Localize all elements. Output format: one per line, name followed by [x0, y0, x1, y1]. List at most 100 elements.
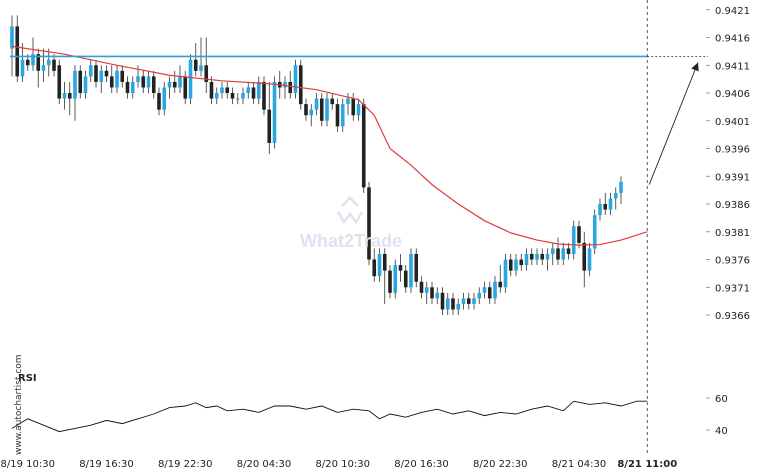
candle-body-bull: [613, 192, 618, 199]
candle-body-bull: [83, 76, 88, 94]
candle-body-bull: [99, 70, 104, 82]
candle-body-bull: [293, 65, 298, 94]
candle: [498, 265, 503, 293]
candle-body-bull: [435, 292, 440, 299]
candle: [440, 287, 445, 316]
candle-body-bull: [550, 248, 555, 254]
candle: [335, 98, 340, 132]
candle-body-bear: [582, 242, 587, 271]
candle: [272, 76, 277, 149]
candle: [482, 281, 487, 299]
candle-body-bear: [508, 259, 513, 271]
candle: [340, 98, 345, 132]
candle: [419, 276, 424, 299]
price-pane: What2Trade: [10, 15, 708, 316]
candle: [514, 253, 518, 277]
candle-body-bear: [67, 93, 72, 99]
candle-body-bear: [288, 81, 293, 94]
candle: [115, 65, 119, 94]
autochartist-credit: www.autochartist.com: [14, 354, 24, 455]
candle: [388, 265, 392, 299]
candle: [571, 220, 576, 260]
candle: [325, 93, 329, 127]
price-tick-label: 0.9401: [715, 117, 750, 128]
candle: [550, 242, 555, 266]
candle-body-bear: [141, 76, 146, 88]
candle-body-bear: [151, 76, 156, 94]
time-tick-label: 8/21 04:30: [552, 459, 606, 470]
candle-body-bear: [109, 76, 114, 88]
candle-body-bear: [351, 98, 356, 116]
candle: [41, 48, 46, 82]
candle-body-bull: [115, 70, 119, 88]
candle-body-bull: [377, 253, 382, 277]
candle-body-bear: [125, 81, 130, 94]
candle-body-bull: [493, 281, 497, 299]
candle-body-bull: [246, 87, 251, 94]
candle: [130, 76, 135, 99]
candle: [424, 281, 429, 304]
rsi-axis: 60 40: [706, 394, 728, 437]
candle: [461, 292, 466, 310]
candle-body-bear: [36, 54, 41, 71]
time-axis: 8/19 10:30 8/19 16:30 8/19 22:30 8/20 04:30…: [1, 459, 678, 470]
price-tick-label: 0.9416: [715, 34, 750, 45]
candle-body-bear: [193, 59, 198, 71]
candle: [566, 242, 571, 260]
candle: [209, 76, 214, 105]
candle-body-bear: [78, 70, 83, 94]
candle: [351, 93, 356, 121]
candle: [330, 93, 335, 110]
time-tick-label: 8/19 16:30: [79, 459, 133, 470]
candle: [377, 248, 382, 282]
candle-body-bull: [325, 98, 329, 121]
candle-body-bear: [304, 104, 308, 116]
candle: [67, 81, 72, 116]
candle: [78, 65, 83, 99]
candle: [503, 253, 508, 293]
candle: [519, 253, 524, 271]
candle-body-bear: [556, 248, 560, 260]
candle: [445, 292, 450, 316]
candle-body-bear: [388, 270, 392, 293]
candle-body-bull: [561, 248, 566, 260]
rsi-title: RSI: [18, 373, 37, 384]
candle-body-bull: [598, 204, 602, 216]
candle-body-bear: [398, 265, 403, 271]
candle-body-bear: [267, 109, 272, 143]
candle: [52, 54, 56, 77]
candle-body-bull: [545, 253, 550, 260]
candle-body-bear: [172, 81, 177, 88]
candle-body-bull: [346, 98, 350, 105]
candle: [493, 276, 497, 304]
candle-body-bull: [241, 93, 245, 99]
price-tick-label: 0.9376: [715, 256, 750, 267]
candle: [31, 37, 35, 71]
candle-body-bull: [482, 287, 487, 293]
candle-body-bull: [571, 226, 576, 254]
candle: [262, 76, 266, 116]
candle-body-bull: [514, 259, 518, 271]
candle-body-bear: [225, 87, 230, 94]
candle: [477, 287, 482, 304]
candle: [146, 70, 151, 94]
candle: [456, 298, 461, 316]
candle: [220, 81, 224, 99]
candle-body-bear: [52, 59, 56, 71]
candle: [540, 248, 545, 266]
price-tick-label: 0.9396: [715, 145, 750, 156]
candle: [57, 59, 62, 105]
candle-body-bull: [88, 65, 93, 77]
rsi-line: [11, 400, 648, 433]
candle: [109, 65, 114, 94]
candle: [393, 259, 398, 299]
candle: [309, 104, 314, 127]
candle-body-bull: [62, 93, 67, 99]
candle: [382, 248, 387, 304]
candle: [225, 81, 230, 99]
candle: [46, 48, 51, 77]
time-tick-label: 8/19 10:30: [1, 459, 55, 470]
candle: [409, 248, 413, 293]
candle: [214, 87, 219, 105]
candle: [172, 70, 177, 94]
